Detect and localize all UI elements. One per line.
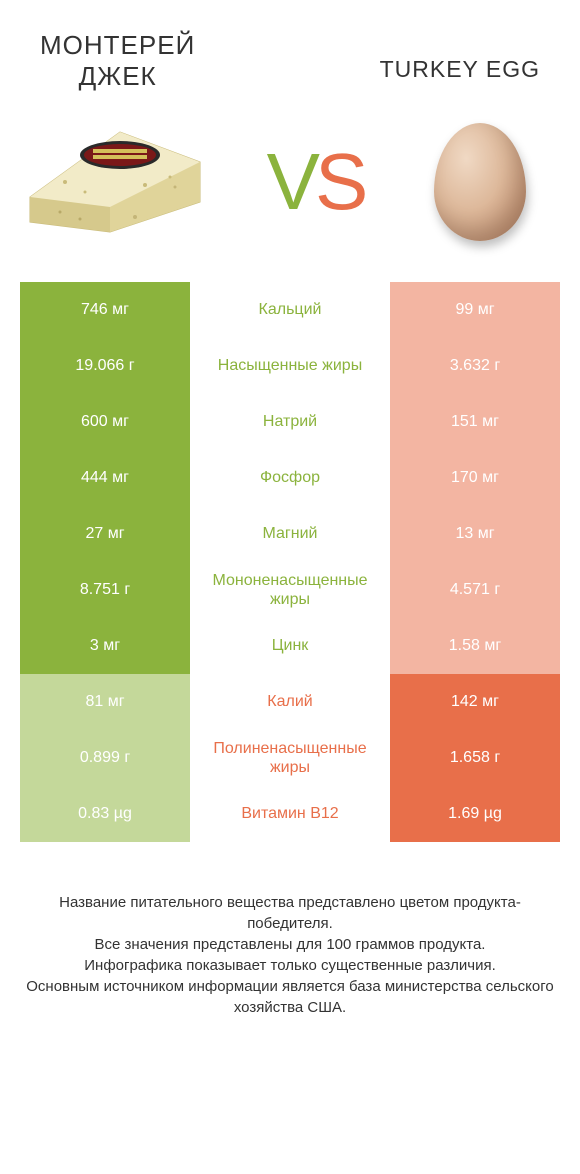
cell-right-value: 151 мг — [390, 394, 560, 450]
cell-nutrient-label: Мононенасыщенные жиры — [190, 562, 390, 618]
table-row: 0.899 гПолиненасыщенные жиры1.658 г — [20, 730, 560, 786]
cell-right-value: 1.69 µg — [390, 786, 560, 842]
cell-nutrient-label: Калий — [190, 674, 390, 730]
table-row: 444 мгФосфор170 мг — [20, 450, 560, 506]
cell-nutrient-label: Фосфор — [190, 450, 390, 506]
table-row: 81 мгКалий142 мг — [20, 674, 560, 730]
cell-nutrient-label: Насыщенные жиры — [190, 338, 390, 394]
footer-notes: Название питательного вещества представл… — [20, 892, 560, 1018]
table-row: 600 мгНатрий151 мг — [20, 394, 560, 450]
cell-right-value: 170 мг — [390, 450, 560, 506]
header: МОНТЕРЕЙ ДЖЕК TURKEY EGG — [0, 0, 580, 102]
cell-nutrient-label: Магний — [190, 506, 390, 562]
cell-right-value: 13 мг — [390, 506, 560, 562]
footer-line1: Название питательного вещества представл… — [20, 892, 560, 934]
cell-right-value: 142 мг — [390, 674, 560, 730]
cell-nutrient-label: Полиненасыщенные жиры — [190, 730, 390, 786]
cell-nutrient-label: Цинк — [190, 618, 390, 674]
title-left-line2: ДЖЕК — [40, 61, 195, 92]
comparison-table: 746 мгКальций99 мг19.066 гНасыщенные жир… — [20, 282, 560, 842]
product-right-title: TURKEY EGG — [380, 56, 540, 83]
table-row: 19.066 гНасыщенные жиры3.632 г — [20, 338, 560, 394]
cheese-image — [20, 117, 210, 247]
cell-right-value: 1.658 г — [390, 730, 560, 786]
cell-left-value: 0.83 µg — [20, 786, 190, 842]
vs-label: VS — [267, 136, 364, 228]
cell-nutrient-label: Витамин B12 — [190, 786, 390, 842]
table-row: 8.751 гМононенасыщенные жиры4.571 г — [20, 562, 560, 618]
table-row: 27 мгМагний13 мг — [20, 506, 560, 562]
egg-icon — [434, 123, 526, 241]
cell-left-value: 27 мг — [20, 506, 190, 562]
cell-right-value: 3.632 г — [390, 338, 560, 394]
cell-left-value: 8.751 г — [20, 562, 190, 618]
cell-left-value: 81 мг — [20, 674, 190, 730]
vs-s: S — [315, 137, 363, 226]
footer-line4: Основным источником информации является … — [20, 976, 560, 1018]
footer-line3: Инфографика показывает только существенн… — [20, 955, 560, 976]
cell-left-value: 444 мг — [20, 450, 190, 506]
cell-nutrient-label: Натрий — [190, 394, 390, 450]
vs-v: V — [267, 137, 315, 226]
cell-left-value: 600 мг — [20, 394, 190, 450]
table-row: 746 мгКальций99 мг — [20, 282, 560, 338]
cell-right-value: 99 мг — [390, 282, 560, 338]
hero-row: VS — [0, 102, 580, 282]
cell-nutrient-label: Кальций — [190, 282, 390, 338]
cell-right-value: 4.571 г — [390, 562, 560, 618]
cheese-icon — [25, 127, 205, 237]
table-row: 3 мгЦинк1.58 мг — [20, 618, 560, 674]
cell-left-value: 19.066 г — [20, 338, 190, 394]
egg-image — [420, 112, 540, 252]
cell-left-value: 0.899 г — [20, 730, 190, 786]
cell-left-value: 746 мг — [20, 282, 190, 338]
product-left-title: МОНТЕРЕЙ ДЖЕК — [40, 30, 195, 92]
footer-line2: Все значения представлены для 100 граммо… — [20, 934, 560, 955]
cell-right-value: 1.58 мг — [390, 618, 560, 674]
cell-left-value: 3 мг — [20, 618, 190, 674]
table-row: 0.83 µgВитамин B121.69 µg — [20, 786, 560, 842]
title-left-line1: МОНТЕРЕЙ — [40, 30, 195, 61]
